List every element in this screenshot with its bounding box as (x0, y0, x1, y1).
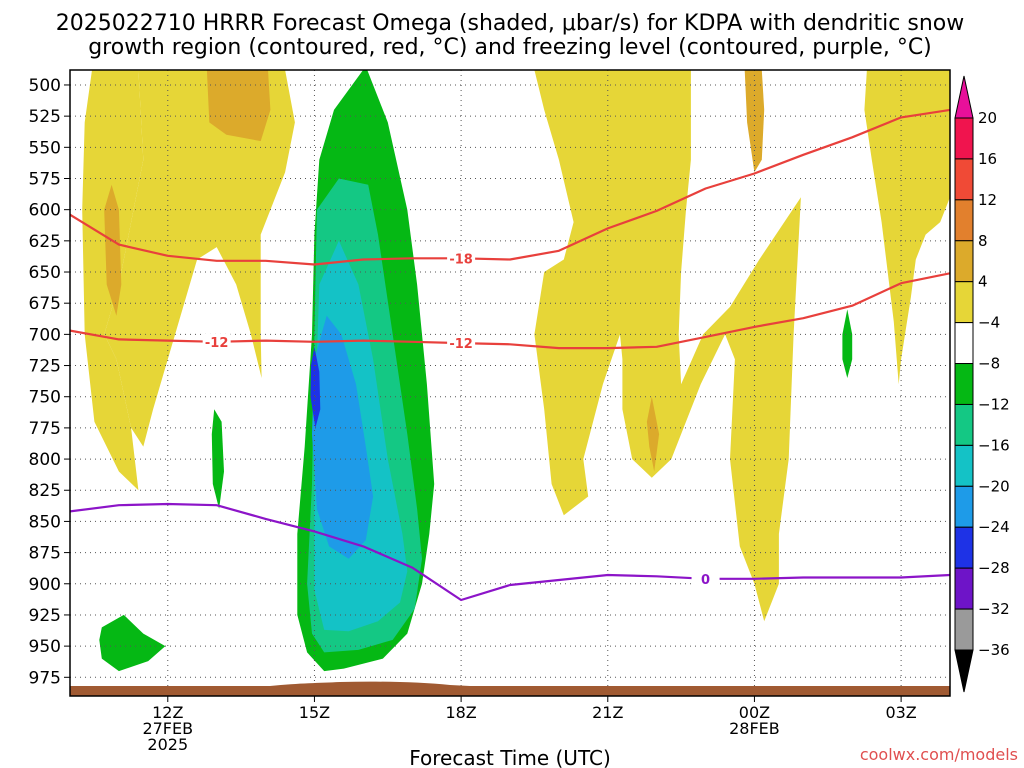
y-tick-label-700: 700 (29, 325, 61, 345)
x-tick-label-00Z-0: 00Z (739, 703, 770, 722)
contour-label-bg-freezing-level-0 (691, 570, 720, 587)
x-tick-label-03Z-0: 03Z (885, 703, 916, 722)
y-tick-label-500: 500 (29, 76, 61, 96)
colorbar-segment-1 (954, 158, 974, 201)
colorbar: 20 16 12 8 4 −4 −8 −12 −16 −20 −24 −28 −32 −36 (954, 75, 1010, 693)
colorbar-segment-6 (954, 363, 974, 405)
y-tick-label-525: 525 (29, 107, 61, 127)
x-tick-label-15Z-0: 15Z (299, 703, 330, 722)
omega-region-3 (104, 184, 122, 316)
omega-region-7 (864, 70, 950, 385)
y-axis: 500 525 550 575 600 625 650 675 700 725 750 775 800 8… (29, 76, 70, 688)
colorbar-label-3: 8 (978, 232, 988, 250)
colorbar-segment-11 (954, 567, 974, 610)
colorbar-label-9: −20 (978, 477, 1010, 495)
omega-region-11 (842, 309, 853, 378)
y-tick-label-850: 850 (29, 512, 61, 532)
colorbar-segment-0 (954, 117, 974, 160)
colorbar-segment-2 (954, 199, 974, 242)
contour-label-bg-dgz-minus12-0 (202, 333, 231, 350)
colorbar-label-0: 20 (978, 109, 997, 127)
contour-freezing-level (70, 502, 950, 602)
credit-text: coolwx.com/models (860, 745, 1018, 764)
colorbar-label-4: 4 (978, 273, 988, 291)
y-tick-label-875: 875 (29, 544, 61, 564)
colorbar-segment-10 (954, 526, 974, 569)
chart-title-line-2: growth region (contoured, red, °C) and f… (88, 35, 932, 60)
x-axis-title: Forecast Time (UTC) (409, 746, 611, 768)
contour-label-bg-dgz-minus12-1 (447, 335, 476, 352)
colorbar-label-2: 12 (978, 191, 997, 209)
x-tick-label-12Z-0: 12Z (152, 703, 183, 722)
y-tick-label-775: 775 (29, 419, 61, 439)
colorbar-segment-3 (954, 240, 974, 283)
contour-label-bg-dgz-minus18-0 (447, 250, 476, 267)
colorbar-label-10: −24 (978, 518, 1010, 536)
contour-label-freezing-level-0: 0 (701, 573, 710, 588)
y-tick-label-750: 750 (29, 388, 61, 408)
omega-region-1 (104, 70, 295, 447)
colorbar-label-13: −36 (978, 641, 1010, 659)
y-tick-label-825: 825 (29, 481, 61, 501)
y-tick-label-675: 675 (29, 294, 61, 314)
y-tick-label-650: 650 (29, 263, 61, 283)
omega-region-2 (206, 70, 271, 142)
plot-area: -18 -12 -12 0 (69, 69, 951, 697)
y-tick-label-800: 800 (29, 450, 61, 470)
y-tick-label-900: 900 (29, 575, 61, 595)
omega-region-6 (646, 396, 660, 472)
y-tick-label-975: 975 (29, 668, 61, 688)
omega-region-10 (211, 409, 224, 509)
colorbar-label-12: −32 (978, 600, 1010, 618)
contour-dgz-minus18 (70, 108, 950, 266)
omega-region-9 (99, 614, 166, 672)
terrain-bar (70, 686, 950, 696)
omega-region-5 (744, 70, 765, 173)
x-tick-label-18Z-0: 18Z (445, 703, 476, 722)
colorbar-label-8: −16 (978, 436, 1010, 454)
colorbar-segment-13 (954, 608, 974, 651)
y-tick-label-925: 925 (29, 606, 61, 626)
colorbar-segment-8 (954, 444, 974, 487)
x-tick-label-00Z-1: 28FEB (729, 719, 780, 738)
terrain-bump (270, 681, 470, 686)
y-tick-label-550: 550 (29, 138, 61, 158)
y-tick-label-600: 600 (29, 201, 61, 221)
y-tick-label-725: 725 (29, 357, 61, 377)
colorbar-label-6: −8 (978, 355, 1000, 373)
contour-lines: -18 -12 -12 0 (70, 108, 950, 602)
x-tick-label-21Z-0: 21Z (592, 703, 623, 722)
x-tick-label-12Z-2: 2025 (147, 735, 188, 754)
colorbar-top-arrow (954, 75, 974, 119)
colorbar-label-7: −12 (978, 395, 1010, 413)
colorbar-bottom-arrow (954, 649, 974, 693)
omega-region-14 (312, 315, 374, 559)
y-tick-label-950: 950 (29, 637, 61, 657)
y-tick-label-575: 575 (29, 169, 61, 189)
colorbar-segment-7 (954, 403, 974, 446)
colorbar-label-5: −4 (978, 314, 1000, 332)
contour-label-dgz-minus12-0: -12 (205, 336, 229, 351)
contour-label-dgz-minus12-1: -12 (449, 337, 473, 352)
colorbar-segment-9 (954, 485, 974, 528)
colorbar-segment-5 (954, 322, 974, 365)
x-tick-label-12Z-1: 27FEB (142, 719, 193, 738)
contour-label-dgz-minus18-0: -18 (449, 252, 473, 267)
chart-title-line-1: 2025022710 HRRR Forecast Omega (shaded, … (56, 11, 964, 36)
grid-lines (70, 70, 950, 696)
plot-frame (69, 69, 951, 697)
omega-region-15 (310, 346, 321, 428)
colorbar-segment-4 (954, 281, 974, 324)
y-tick-label-625: 625 (29, 232, 61, 252)
colorbar-label-11: −28 (978, 559, 1010, 577)
colorbar-label-1: 16 (978, 150, 997, 168)
